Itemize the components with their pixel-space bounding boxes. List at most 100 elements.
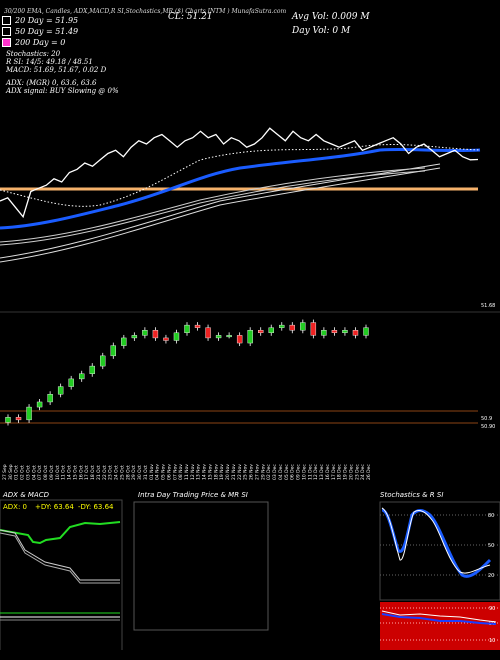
date-tick: 22 Oct [102,465,108,480]
candle [163,337,169,341]
date-tick: 24 Oct [114,465,120,480]
adx-green-line [0,521,121,545]
close-price-line [0,127,479,219]
date-tick: 12 Dec [313,464,319,480]
date-tick: 14 Nov [202,464,208,480]
candle [110,345,116,357]
date-tick: 31 Oct [143,465,149,480]
date-tick: 11 Nov [184,464,190,480]
date-tick: 11 Oct [61,465,67,480]
date-tick: 01 Oct [14,465,20,480]
candles [5,319,369,426]
date-tick: 19 Nov [219,464,225,480]
legend-20day: 20 Day = 51.95 [2,16,78,25]
stoch-stat: Stochastics: 20 [6,50,61,58]
stoch-tick-20: 20 [488,573,494,579]
date-tick: 30 Sep [8,464,14,480]
candle [68,378,74,387]
ema-mid-a [0,167,426,243]
rsi-tick-10: 10 [489,638,495,644]
date-tick: 08 Nov [178,464,184,480]
date-tick: 20 Nov [225,464,231,480]
candle [47,394,53,403]
date-tick: 28 Oct [125,465,131,480]
date-tick: 18 Dec [337,464,343,480]
candle [247,330,253,344]
candle [26,406,32,421]
candle [194,324,201,328]
candle [15,417,22,421]
macd-stat: MACD: 51.69, 51.67, 0.02 D [6,66,107,74]
candle [121,337,127,346]
date-tick: 25 Oct [119,465,125,480]
adx-panel-title: ADX & MACD [2,491,50,499]
adx-white-line-a [0,529,120,581]
date-tick: 16 Dec [325,464,331,480]
date-tick: 24 Dec [360,464,366,480]
date-tick: 27 Nov [255,464,261,480]
date-tick: 09 Dec [296,464,302,480]
date-tick: 15 Nov [208,464,214,480]
date-tick: 05 Nov [161,464,167,480]
date-tick: 19 Dec [343,464,349,480]
candle [100,355,106,367]
adx-stat: ADX: (MGR) 0, 63.6, 63.6 [6,79,97,87]
adx-white-line-b [0,532,120,584]
stoch-panel-title: Stochastics & R SI [380,491,443,499]
rsi-tick-90: 90 [489,606,495,612]
candle [215,335,222,339]
date-tick: 25 Nov [243,464,249,480]
level-main-label: 51.68 [481,303,495,309]
date-axis: 27 Sep 30 Sep 01 Oct 02 Oct 03 Oct 04 Oct 07 O… [2,464,372,480]
candle [184,324,190,334]
adx-panel [0,499,123,650]
date-tick: 20 Dec [348,464,354,480]
stoch-tick-80: 80 [488,513,494,519]
date-tick: 15 Oct [73,465,79,480]
candle [173,332,180,341]
date-tick: 03 Oct [26,465,32,480]
bottom-panels: ADX & MACD ADX: 0 +DY: 63.64 -DY: 63.64 … [0,491,500,650]
date-tick: 05 Dec [284,464,290,480]
date-tick: 02 Oct [20,465,26,480]
stoch-white-line [381,507,491,574]
dip-value: +DY: 63.64 [35,503,74,511]
candle [310,322,317,336]
date-tick: 17 Dec [331,464,337,480]
date-tick: 18 Oct [90,465,96,480]
legend-200day: 200 Day = 0 [2,38,65,47]
date-tick: 04 Dec [278,464,284,480]
date-tick: 13 Nov [196,464,202,480]
date-tick: 29 Oct [131,465,137,480]
intraday-title: Intra Day Trading Price & MR SI [138,491,248,499]
candle [352,330,359,336]
date-tick: 08 Oct [43,465,49,480]
candle [289,324,295,331]
candle [258,330,264,334]
date-tick: 26 Nov [249,464,255,480]
rsi-panel [380,602,500,650]
date-tick: 04 Nov [155,464,161,480]
date-tick: 16 Oct [78,465,84,480]
date-tick: 17 Oct [84,465,90,480]
date-tick: 27 Sep [2,464,8,480]
date-tick: 03 Dec [272,464,278,480]
candle [79,373,85,380]
date-tick: 07 Nov [172,464,178,480]
candle [57,386,64,395]
candle [342,330,348,334]
ema-lower-b [0,163,441,259]
intraday-panel [133,501,269,631]
date-tick: 04 Oct [31,465,37,480]
rsi-blue-line [381,613,497,625]
candle [205,327,211,339]
date-tick: 26 Dec [366,464,372,480]
date-tick: 11 Dec [307,464,313,480]
level-lower-a-label: 50.9 [481,416,492,422]
stoch-tick-50: 50 [488,543,494,549]
candle [5,417,11,423]
date-tick: 06 Dec [290,464,296,480]
candle [226,335,232,338]
avg-volume: Avg Vol: 0.009 M [292,12,370,22]
candle [331,330,338,334]
